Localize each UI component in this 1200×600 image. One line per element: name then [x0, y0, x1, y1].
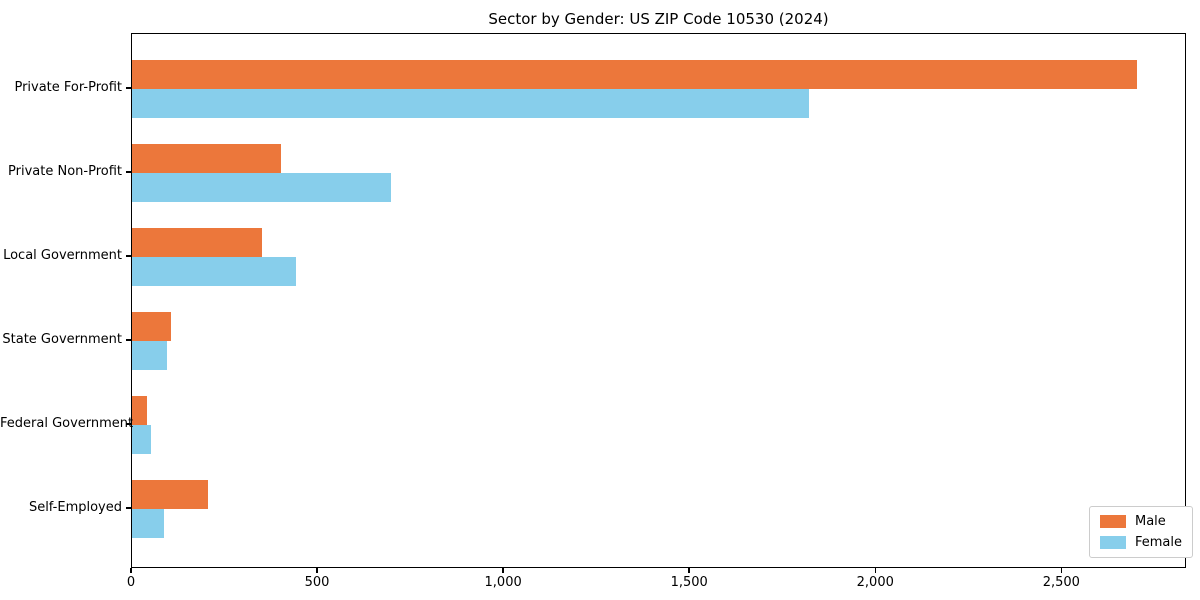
y-tick [126, 171, 131, 173]
bar-private-for-profit-male [132, 60, 1137, 89]
x-tick [874, 568, 877, 573]
bar-federal-government-male [132, 396, 147, 425]
bar-local-government-female [132, 257, 296, 286]
legend-item-female: Female [1100, 535, 1182, 550]
x-tick [316, 568, 318, 573]
y-tick [126, 339, 131, 341]
legend-label-male: Male [1135, 514, 1166, 529]
bar-state-government-male [132, 312, 172, 341]
x-tick [502, 568, 504, 573]
chart-title: Sector by Gender: US ZIP Code 10530 (202… [488, 10, 829, 28]
y-tick [126, 507, 131, 509]
x-tick-label: 0 [126, 575, 136, 590]
legend-label-female: Female [1135, 535, 1183, 550]
bar-local-government-male [132, 228, 263, 257]
x-tick-label: 2,500 [1042, 575, 1080, 590]
x-tick-label: 1,500 [670, 575, 708, 590]
bar-self-employed-male [132, 480, 209, 509]
plot-area [131, 33, 1186, 568]
bar-self-employed-female [132, 509, 164, 538]
legend: Male Female [1089, 506, 1194, 558]
bar-state-government-female [132, 341, 168, 370]
x-tick-label: 1,000 [484, 575, 522, 590]
bar-private-for-profit-female [132, 89, 810, 118]
x-tick-label: 500 [304, 575, 330, 590]
x-tick [1060, 568, 1063, 573]
bar-private-non-profit-female [132, 173, 391, 202]
x-tick [130, 568, 132, 573]
y-tick-label-federal-government: Federal Government [0, 416, 134, 431]
y-tick-label-private-for-profit: Private For-Profit [14, 80, 122, 95]
y-tick [126, 255, 131, 257]
x-tick [688, 568, 690, 573]
bar-private-non-profit-male [132, 144, 281, 173]
y-tick-label-self-employed: Self-Employed [28, 500, 122, 515]
x-tick-label: 2,000 [856, 575, 894, 590]
y-tick-label-state-government: State Government [2, 332, 122, 347]
bar-federal-government-female [132, 425, 151, 454]
legend-item-male: Male [1100, 514, 1182, 529]
legend-swatch-female [1100, 536, 1126, 549]
y-tick [126, 87, 131, 89]
legend-swatch-male [1100, 515, 1126, 528]
y-tick [126, 423, 131, 425]
y-tick-label-private-non-profit: Private Non-Profit [8, 164, 122, 179]
y-tick-label-local-government: Local Government [3, 248, 122, 263]
